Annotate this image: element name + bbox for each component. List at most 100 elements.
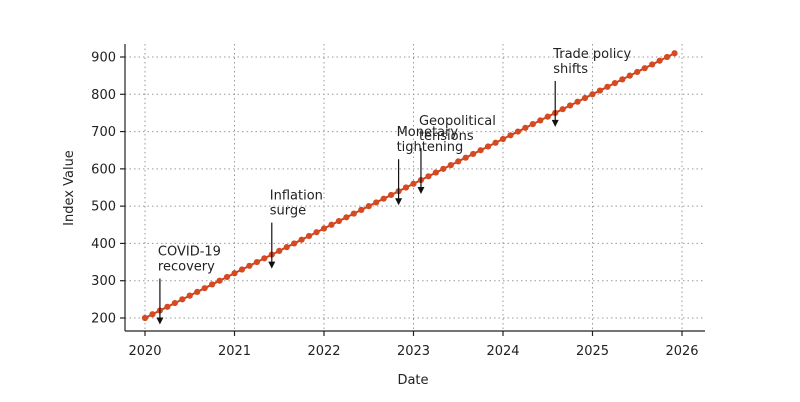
data-point (477, 147, 484, 154)
x-axis-title: Date (397, 373, 428, 388)
data-point (328, 221, 335, 228)
axis-layer (124, 44, 705, 332)
annotation-label: shifts (553, 62, 588, 77)
data-point (171, 299, 178, 307)
data-point (611, 80, 618, 87)
data-point (380, 195, 387, 202)
y-tick-label: 600 (91, 162, 116, 177)
data-point (499, 135, 507, 143)
grid-layer (125, 44, 705, 331)
data-point (350, 210, 357, 217)
arrowhead (417, 187, 425, 195)
data-point (470, 150, 477, 158)
data-point (432, 169, 439, 176)
arrowhead (551, 119, 559, 127)
data-point (492, 139, 499, 146)
y-tick-label: 700 (91, 125, 116, 140)
x-tick-label: 2020 (128, 344, 161, 359)
data-point (186, 292, 193, 299)
y-tick-label: 200 (91, 312, 116, 327)
data-point (649, 61, 656, 68)
x-tick-label: 2025 (576, 344, 609, 359)
data-point (164, 303, 171, 310)
y-tick-label: 400 (91, 237, 116, 252)
data-point (581, 94, 589, 102)
x-tick-label: 2026 (665, 344, 698, 359)
arrowhead (395, 198, 403, 206)
data-point (567, 102, 574, 109)
data-point (298, 236, 305, 243)
data-point (537, 117, 544, 124)
data-point (313, 229, 320, 236)
data-point (291, 240, 298, 247)
arrowhead (156, 317, 164, 325)
data-point (559, 106, 566, 113)
data-point (596, 87, 604, 94)
data-point (253, 258, 260, 266)
data-point (201, 285, 208, 292)
data-point (141, 314, 149, 322)
data-point (626, 72, 633, 79)
data-point (619, 76, 626, 83)
data-point (589, 91, 596, 98)
data-point (425, 173, 432, 180)
data-point (320, 225, 328, 232)
data-point (261, 255, 268, 262)
annotation-label: surge (270, 204, 306, 219)
data-point (179, 296, 186, 303)
y-tick-label: 300 (91, 274, 116, 289)
y-tick-label: 800 (91, 88, 116, 103)
annotation-label: Inflation (270, 189, 323, 204)
annotation-label: COVID-19 (158, 245, 221, 260)
arrowhead (268, 261, 276, 269)
data-point (656, 57, 663, 64)
series-layer (141, 50, 678, 322)
data-point (373, 199, 380, 206)
data-point (455, 158, 462, 165)
data-point (507, 132, 514, 139)
data-point (522, 124, 529, 131)
data-point (544, 113, 551, 120)
y-tick-label: 500 (91, 200, 116, 215)
data-point (223, 273, 231, 281)
data-point (402, 184, 410, 191)
data-point (276, 247, 283, 254)
data-point (149, 311, 156, 318)
data-point (663, 53, 671, 61)
tick-layer: 200 300 400 500 600 700 800 900 2020 2021 2022 2023… (91, 51, 698, 360)
annotation-label: tensions (419, 129, 474, 144)
x-tick-label: 2022 (307, 344, 340, 359)
data-point (462, 154, 469, 161)
annotation-label: tightening (397, 140, 464, 155)
data-point (283, 244, 290, 251)
data-point (358, 206, 365, 213)
data-point (365, 203, 372, 210)
annotation-label: Trade policy (552, 47, 631, 62)
x-tick-label: 2023 (397, 344, 430, 359)
data-point (447, 162, 454, 169)
data-point (305, 232, 313, 240)
data-point (209, 281, 216, 288)
data-point (216, 277, 223, 284)
x-tick-label: 2021 (218, 344, 251, 359)
data-point (634, 68, 641, 76)
data-point (484, 143, 492, 150)
data-point (335, 217, 343, 225)
annotation-label: recovery (158, 260, 215, 275)
data-point (574, 98, 581, 105)
data-point (641, 65, 648, 72)
data-point (514, 128, 522, 135)
data-point (246, 262, 253, 269)
data-point (410, 180, 417, 187)
data-point (343, 214, 350, 221)
data-point (440, 165, 447, 172)
data-point (231, 270, 238, 277)
data-point (671, 50, 678, 57)
